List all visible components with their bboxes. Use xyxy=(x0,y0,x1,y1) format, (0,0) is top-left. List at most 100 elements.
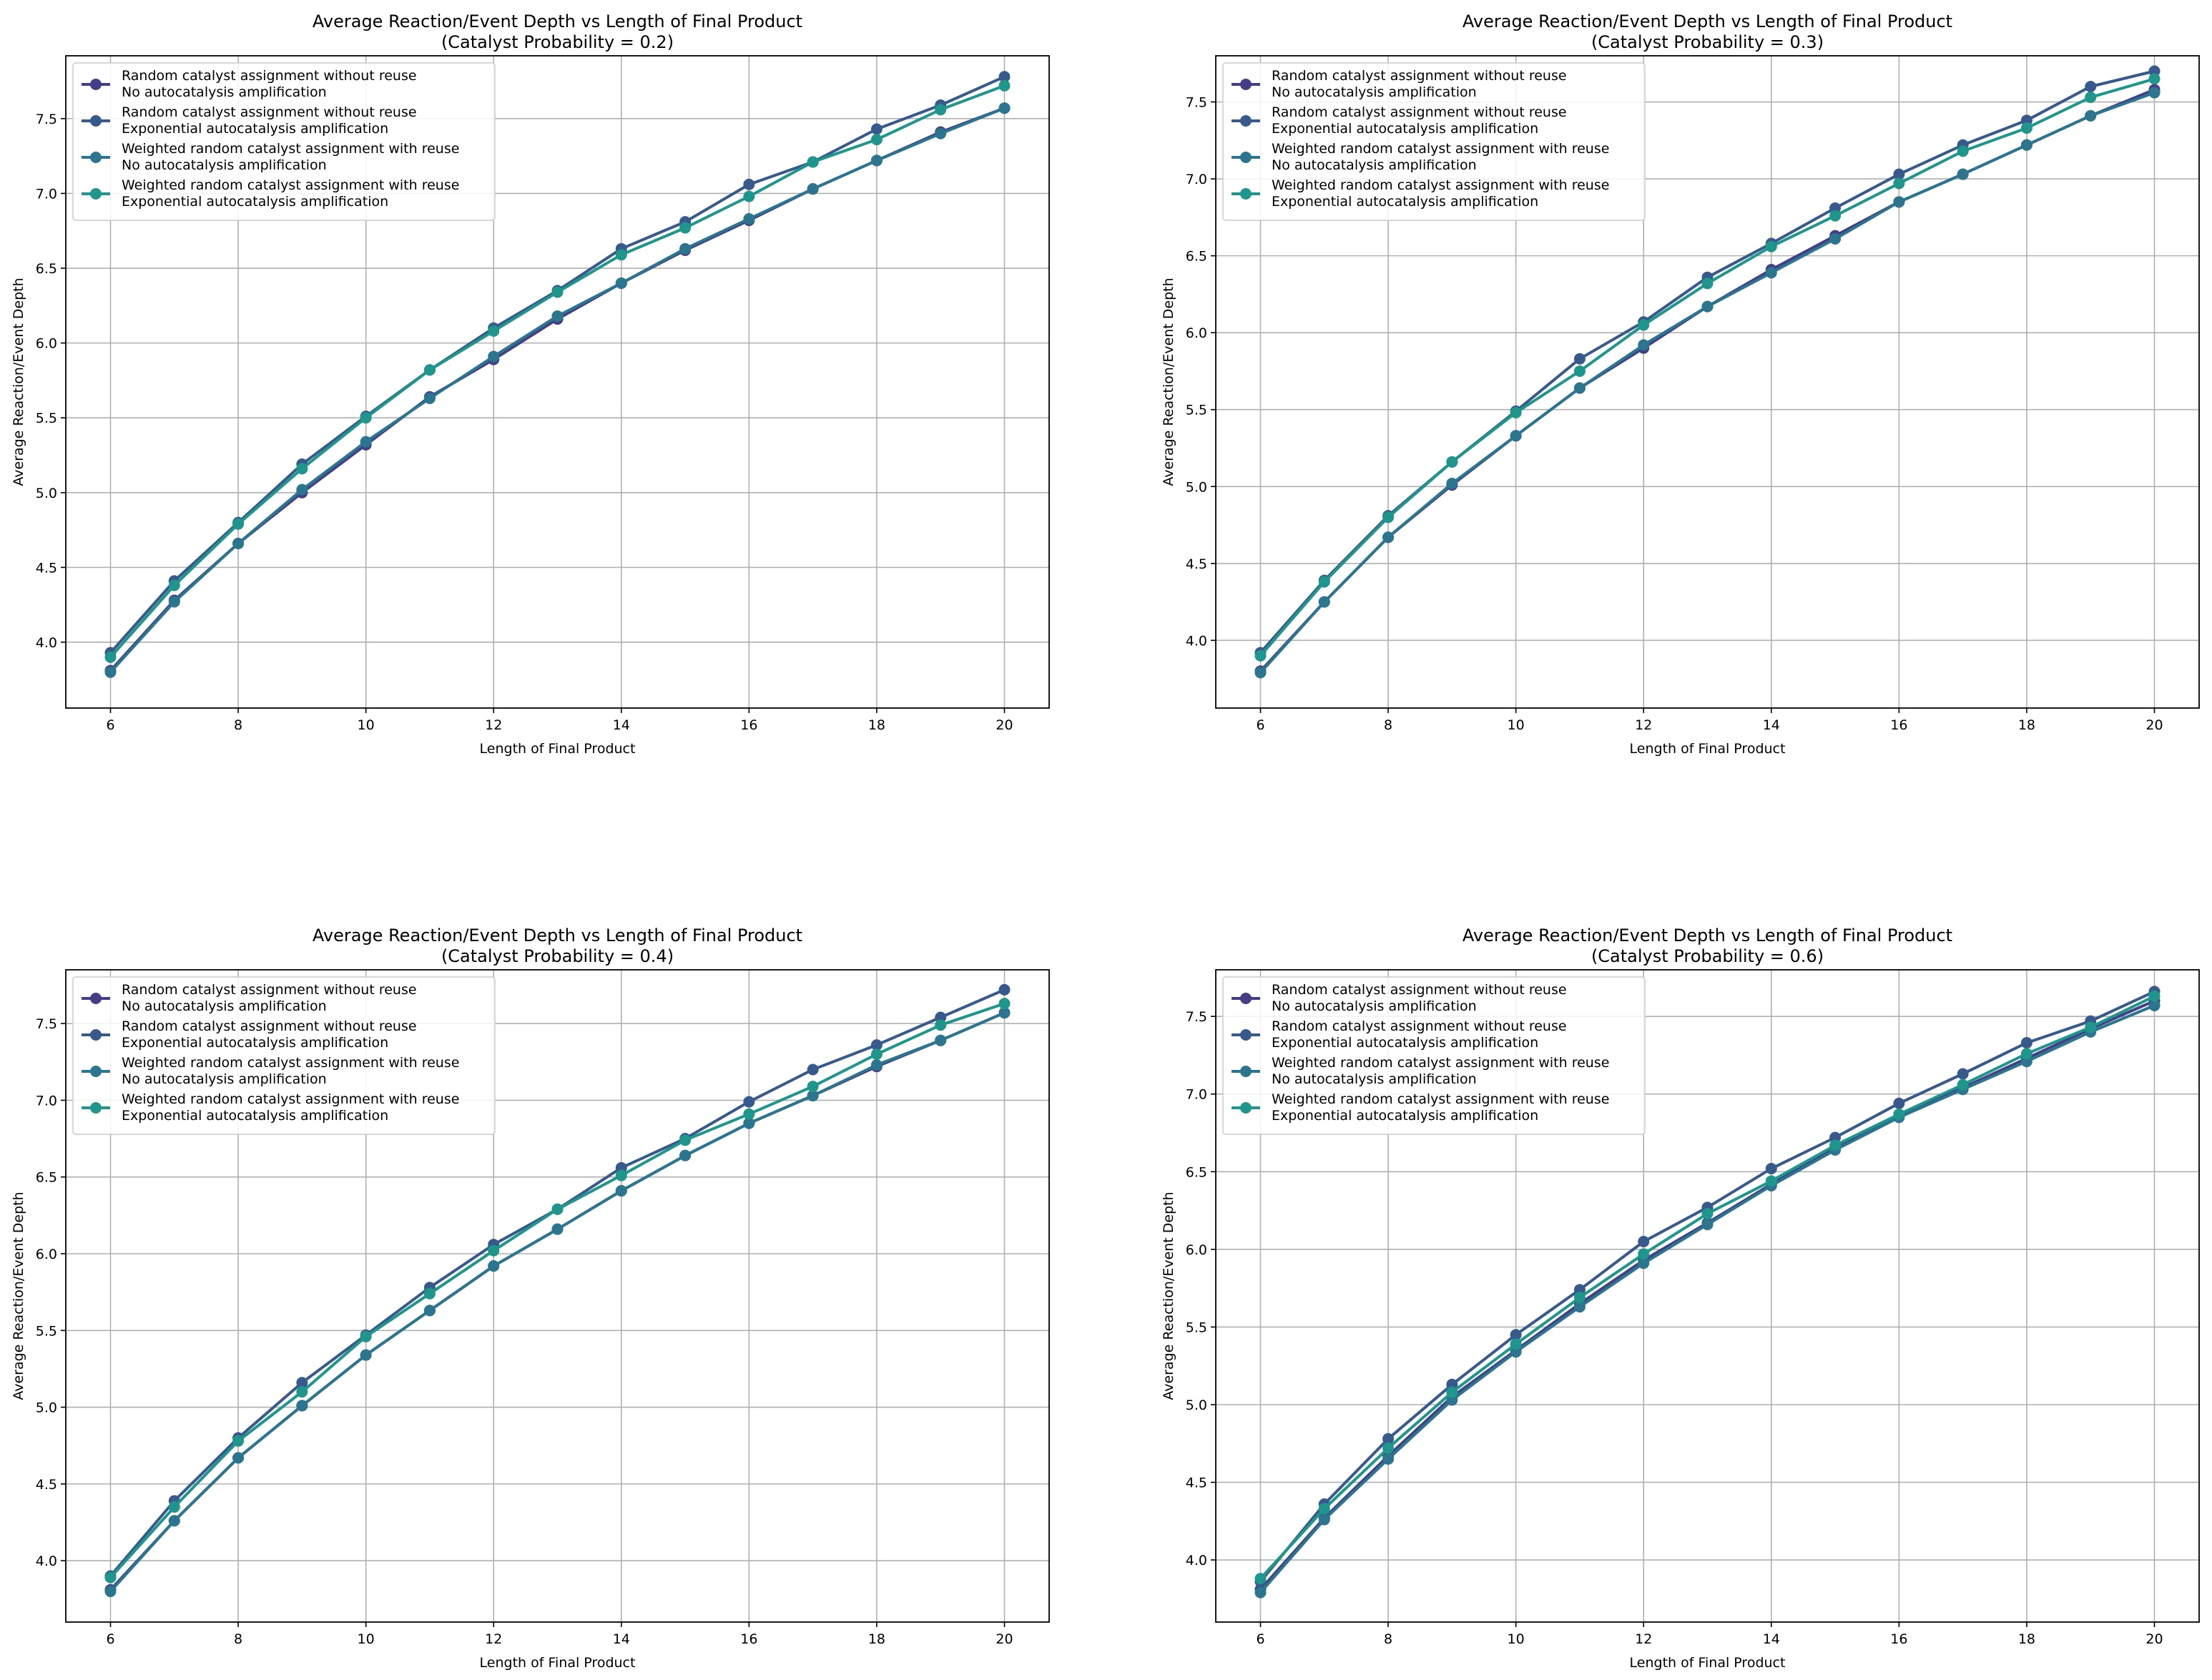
data-point xyxy=(679,222,692,234)
y-tick-label: 4.5 xyxy=(1186,556,1207,572)
data-point xyxy=(2085,1021,2097,1033)
data-point xyxy=(743,178,755,190)
data-point xyxy=(104,651,117,663)
x-tick-label: 20 xyxy=(996,717,1013,733)
data-point xyxy=(360,436,372,448)
x-tick-label: 8 xyxy=(234,1631,242,1647)
legend-marker xyxy=(90,1066,102,1077)
data-point xyxy=(168,579,180,591)
x-tick-label: 6 xyxy=(1256,1631,1264,1647)
data-point xyxy=(2085,81,2097,93)
data-point xyxy=(1573,1292,1586,1304)
chart-subtitle: (Catalyst Probability = 0.6) xyxy=(1591,946,1824,966)
data-point xyxy=(1638,1236,1650,1247)
x-axis-label: Length of Final Product xyxy=(1630,1655,1786,1671)
y-tick-label: 5.0 xyxy=(36,1400,57,1416)
data-point xyxy=(1957,145,1969,157)
data-point xyxy=(423,364,436,376)
chart-title: Average Reaction/Event Depth vs Length o… xyxy=(1463,925,1952,945)
x-axis-label: Length of Final Product xyxy=(480,741,636,757)
data-point xyxy=(1957,1068,1969,1080)
data-point xyxy=(1382,1433,1395,1445)
data-point xyxy=(743,1096,755,1108)
data-point xyxy=(679,1149,692,1161)
legend-label: Random catalyst assignment without reuse… xyxy=(122,982,417,1014)
legend-marker xyxy=(1240,1066,1252,1077)
data-point xyxy=(1701,1219,1714,1231)
legend-marker xyxy=(90,1102,102,1114)
data-point xyxy=(104,1571,117,1583)
data-point xyxy=(1510,1338,1522,1350)
data-point xyxy=(1318,1513,1330,1526)
data-point xyxy=(1638,1248,1650,1260)
y-tick-label: 7.5 xyxy=(36,1016,57,1032)
x-tick-label: 8 xyxy=(1384,1631,1392,1647)
legend-marker xyxy=(90,1029,102,1041)
data-point xyxy=(870,1059,883,1071)
x-tick-label: 16 xyxy=(740,717,757,733)
legend-marker xyxy=(90,115,102,127)
data-point xyxy=(1638,1257,1650,1269)
x-tick-label: 12 xyxy=(485,717,502,733)
chart-subtitle: (Catalyst Probability = 0.4) xyxy=(441,946,674,966)
data-point xyxy=(168,1515,180,1527)
data-point xyxy=(679,1134,692,1146)
y-tick-label: 7.5 xyxy=(36,112,57,127)
data-point xyxy=(615,1185,627,1197)
data-point xyxy=(2148,999,2161,1011)
data-point xyxy=(1382,531,1395,544)
x-tick-label: 20 xyxy=(2145,1631,2163,1647)
data-point xyxy=(998,998,1011,1010)
legend-marker xyxy=(1240,188,1252,200)
data-point xyxy=(2020,139,2032,151)
data-point xyxy=(2148,73,2161,85)
y-tick-label: 4.5 xyxy=(36,560,57,576)
data-point xyxy=(1254,1573,1267,1585)
legend-marker xyxy=(90,79,102,90)
data-point xyxy=(1446,456,1458,468)
data-point xyxy=(2020,122,2032,134)
data-point xyxy=(232,537,245,549)
data-point xyxy=(551,286,564,298)
data-point xyxy=(1510,430,1522,442)
data-point xyxy=(1893,1097,1905,1109)
y-tick-label: 7.0 xyxy=(1186,1087,1207,1103)
y-tick-label: 4.0 xyxy=(1186,1553,1207,1568)
data-point xyxy=(615,249,627,261)
legend-label: Random catalyst assignment without reuse… xyxy=(122,68,417,100)
data-point xyxy=(679,242,692,255)
legend-label: Random catalyst assignment without reuse… xyxy=(1272,982,1567,1014)
y-tick-label: 5.5 xyxy=(1186,403,1207,418)
data-point xyxy=(807,183,819,195)
y-axis-label: Average Reaction/Event Depth xyxy=(1161,277,1176,486)
data-point xyxy=(615,1169,627,1182)
data-point xyxy=(935,104,947,116)
y-tick-label: 4.0 xyxy=(36,635,57,651)
legend-label: Weighted random catalyst assignment with… xyxy=(1272,1055,1609,1087)
data-point xyxy=(1573,382,1586,394)
data-point xyxy=(1829,210,1842,222)
data-point xyxy=(1510,407,1522,419)
data-point xyxy=(1893,168,1905,180)
legend-marker xyxy=(1240,1029,1252,1041)
x-tick-label: 6 xyxy=(106,717,114,733)
data-point xyxy=(870,154,883,167)
data-point xyxy=(870,123,883,135)
data-point xyxy=(2020,1048,2032,1060)
legend-box xyxy=(72,976,496,1135)
data-point xyxy=(1382,1442,1395,1454)
data-point xyxy=(2085,92,2097,104)
data-point xyxy=(232,1435,245,1447)
data-point xyxy=(423,1305,436,1317)
y-tick-label: 6.5 xyxy=(36,1170,57,1186)
x-tick-label: 18 xyxy=(2018,717,2035,733)
data-point xyxy=(935,127,947,139)
legend-label: Random catalyst assignment without reuse… xyxy=(1272,104,1567,137)
legend-marker xyxy=(1240,152,1252,163)
data-point xyxy=(870,1039,883,1051)
y-tick-label: 4.0 xyxy=(36,1553,57,1569)
data-point xyxy=(1638,319,1650,331)
chart-panel-3: 6 8 10 12 14 16 18 20 4.0 4.5 5.0 5.5 6.0 6.5 7.0 7.5 Av… xyxy=(1161,925,2200,1671)
legend-marker xyxy=(1240,79,1252,90)
